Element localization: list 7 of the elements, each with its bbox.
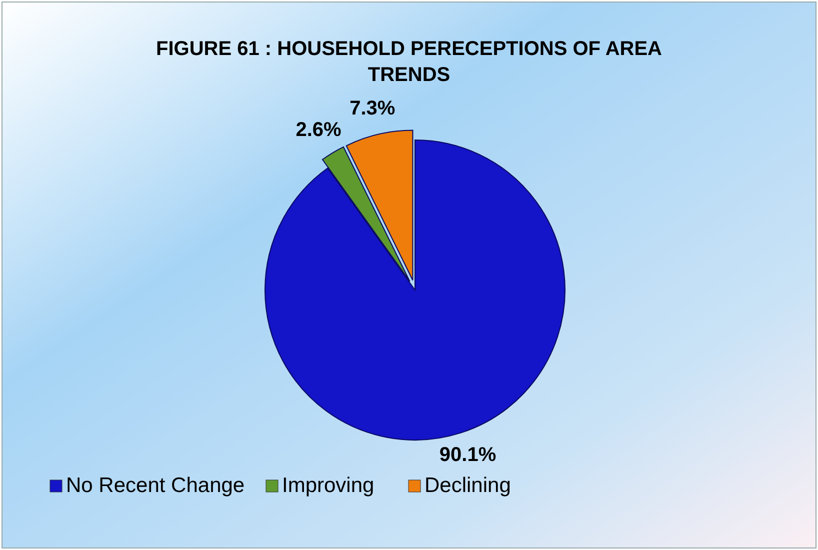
chart-title: FIGURE 61 : HOUSEHOLD PERECEPTIONS OF AREA TRENDS — [156, 38, 662, 86]
data-label: 90.1% — [439, 444, 496, 466]
data-label: 7.3% — [350, 97, 396, 120]
data-label: 2.6% — [296, 119, 342, 142]
slice-label: No Recent Change — [66, 474, 245, 497]
legend-label: Declining — [424, 474, 511, 497]
legend-label: Improving — [282, 474, 374, 497]
